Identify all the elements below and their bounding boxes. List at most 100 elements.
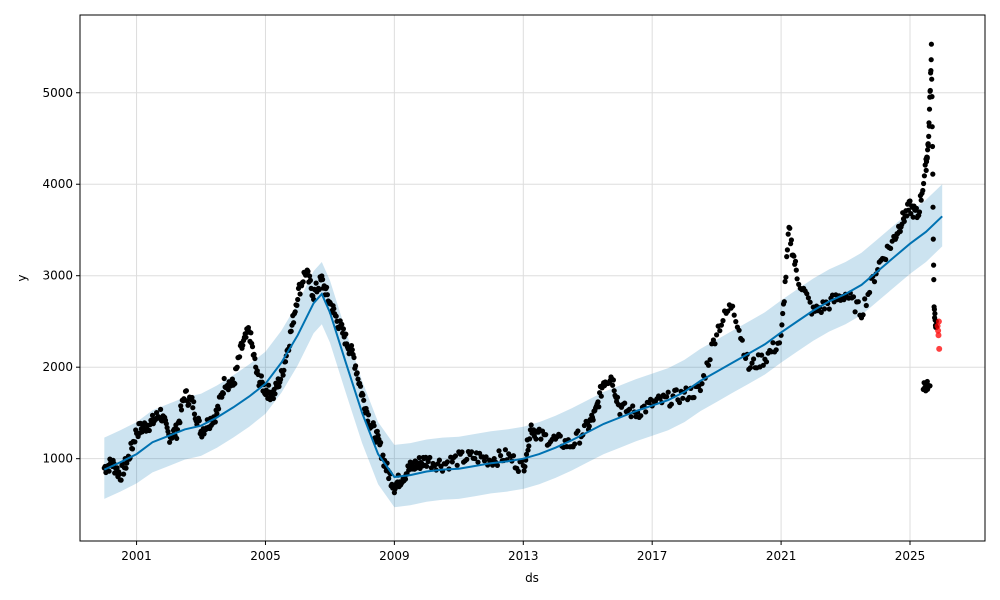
observed-point [351,354,357,361]
observed-point [611,388,617,394]
x-tick-label: 2017 [637,549,668,563]
observed-point [129,446,136,452]
observed-point [930,204,936,210]
observed-point [528,422,534,428]
observed-point [232,381,238,387]
observed-point [792,258,799,264]
observed-point [776,340,783,346]
observed-point [183,388,189,394]
observed-point [331,306,337,312]
observed-point [201,431,207,437]
observed-point [921,173,928,179]
observed-point [788,237,795,243]
observed-point [114,465,120,471]
observed-point [454,462,460,468]
observed-point [243,334,249,340]
observed-point [348,343,355,349]
observed-point [521,468,527,474]
observed-point [714,332,720,338]
observed-point [760,362,766,368]
observed-point [930,171,936,177]
test-points-layer [934,318,943,352]
observed-point [794,276,800,282]
observed-point [680,395,686,401]
observed-point [610,382,616,388]
observed-point [234,364,240,370]
observed-point [921,180,927,187]
observed-point [167,439,173,445]
observed-point [525,447,531,453]
observed-point [469,449,475,455]
test-point [935,327,942,334]
observed-point [374,428,380,434]
observed-point [494,462,500,468]
observed-point [378,440,384,446]
observed-point [158,406,164,412]
observed-point [132,439,138,445]
observed-point [163,421,169,427]
observed-point [324,292,330,298]
observed-point [643,409,649,415]
observed-point [787,225,793,231]
observed-point [691,394,697,401]
observed-point [146,427,152,434]
observed-point [888,245,894,251]
observed-point [747,365,754,371]
observed-point [538,436,544,442]
observed-point [736,327,742,333]
observed-point [270,395,276,402]
observed-point [343,331,349,337]
observed-point [705,362,712,368]
observed-point [557,433,563,439]
observed-point [622,400,628,406]
observed-point [733,319,739,325]
observed-point [871,279,878,285]
observed-point [720,318,726,324]
observed-point [796,281,802,287]
observed-point [930,236,936,242]
observed-point [483,454,489,460]
observed-point [502,447,508,453]
observed-point [731,312,737,318]
observed-point [436,457,442,463]
x-axis-ticks: 2001 2005 2009 2013 2017 2021 2025 [121,541,925,563]
observed-point [910,214,916,220]
observed-point [920,187,926,194]
observed-point [245,325,251,331]
observed-point [452,453,459,459]
observed-point [867,289,873,296]
x-tick-label: 2005 [250,549,281,563]
observed-point [779,322,785,328]
observed-point [191,411,198,417]
observed-point [216,406,222,412]
observed-point [282,359,289,365]
test-point [936,345,943,352]
observed-point [923,167,929,173]
grid-layer [80,15,985,541]
observed-point [527,436,533,442]
observed-point [526,443,532,449]
observed-point [916,209,923,215]
observed-point [785,231,791,237]
observed-point [931,277,937,283]
observed-point [590,417,596,423]
observed-point [472,455,478,462]
observed-point [805,295,812,301]
observed-point [186,401,192,407]
observed-point [214,411,220,417]
observed-point [510,453,517,459]
y-tick-label: 1000 [42,452,73,466]
observed-point [928,57,934,63]
y-tick-label: 5000 [42,86,73,100]
observed-point [628,414,634,420]
observed-point [237,354,243,360]
x-tick-label: 2021 [766,549,797,563]
observed-point [913,205,920,211]
axes-frame [79,14,986,542]
observed-point [572,441,578,447]
observed-point [901,218,907,224]
observed-point [251,351,257,357]
observed-point [353,363,359,369]
observed-point [793,267,799,273]
observed-point [932,311,938,317]
